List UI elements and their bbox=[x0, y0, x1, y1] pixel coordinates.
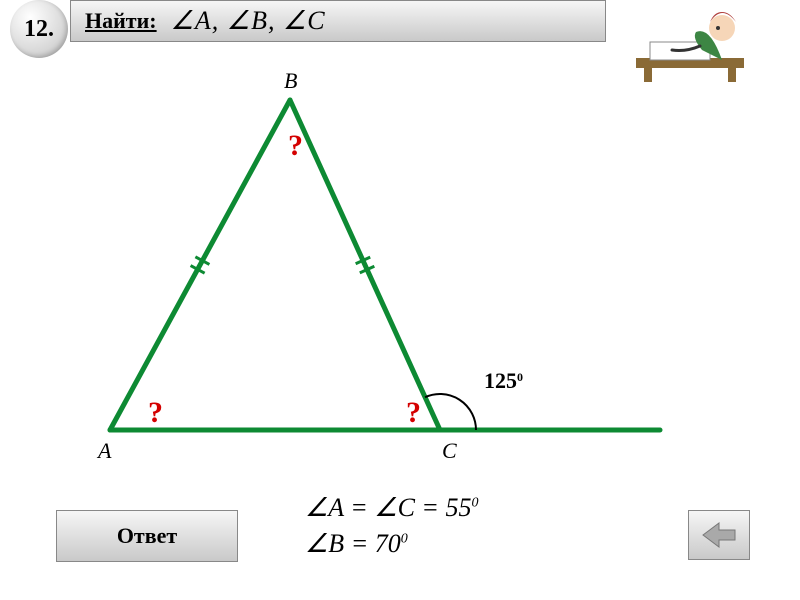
svg-text:C: C bbox=[442, 438, 457, 463]
prompt-bar: Найти: ∠A, ∠B, ∠C bbox=[70, 0, 606, 42]
svg-text:1250: 1250 bbox=[484, 368, 523, 393]
prompt-expression: ∠A, ∠B, ∠C bbox=[171, 6, 326, 36]
svg-text:?: ? bbox=[288, 129, 303, 162]
svg-text:?: ? bbox=[148, 396, 163, 429]
back-arrow-icon bbox=[701, 521, 737, 549]
solution-text: ∠A = ∠C = 550 ∠B = 700 bbox=[305, 490, 478, 563]
svg-text:A: A bbox=[96, 438, 112, 463]
svg-text:?: ? bbox=[406, 396, 421, 429]
answer-button[interactable]: Ответ bbox=[56, 510, 238, 562]
back-button[interactable] bbox=[688, 510, 750, 560]
geometry-diagram: A B C??? 1250 bbox=[70, 70, 670, 470]
problem-number-badge: 12. bbox=[10, 0, 68, 58]
svg-text:B: B bbox=[284, 70, 297, 93]
prompt-label: Найти: bbox=[85, 8, 157, 34]
